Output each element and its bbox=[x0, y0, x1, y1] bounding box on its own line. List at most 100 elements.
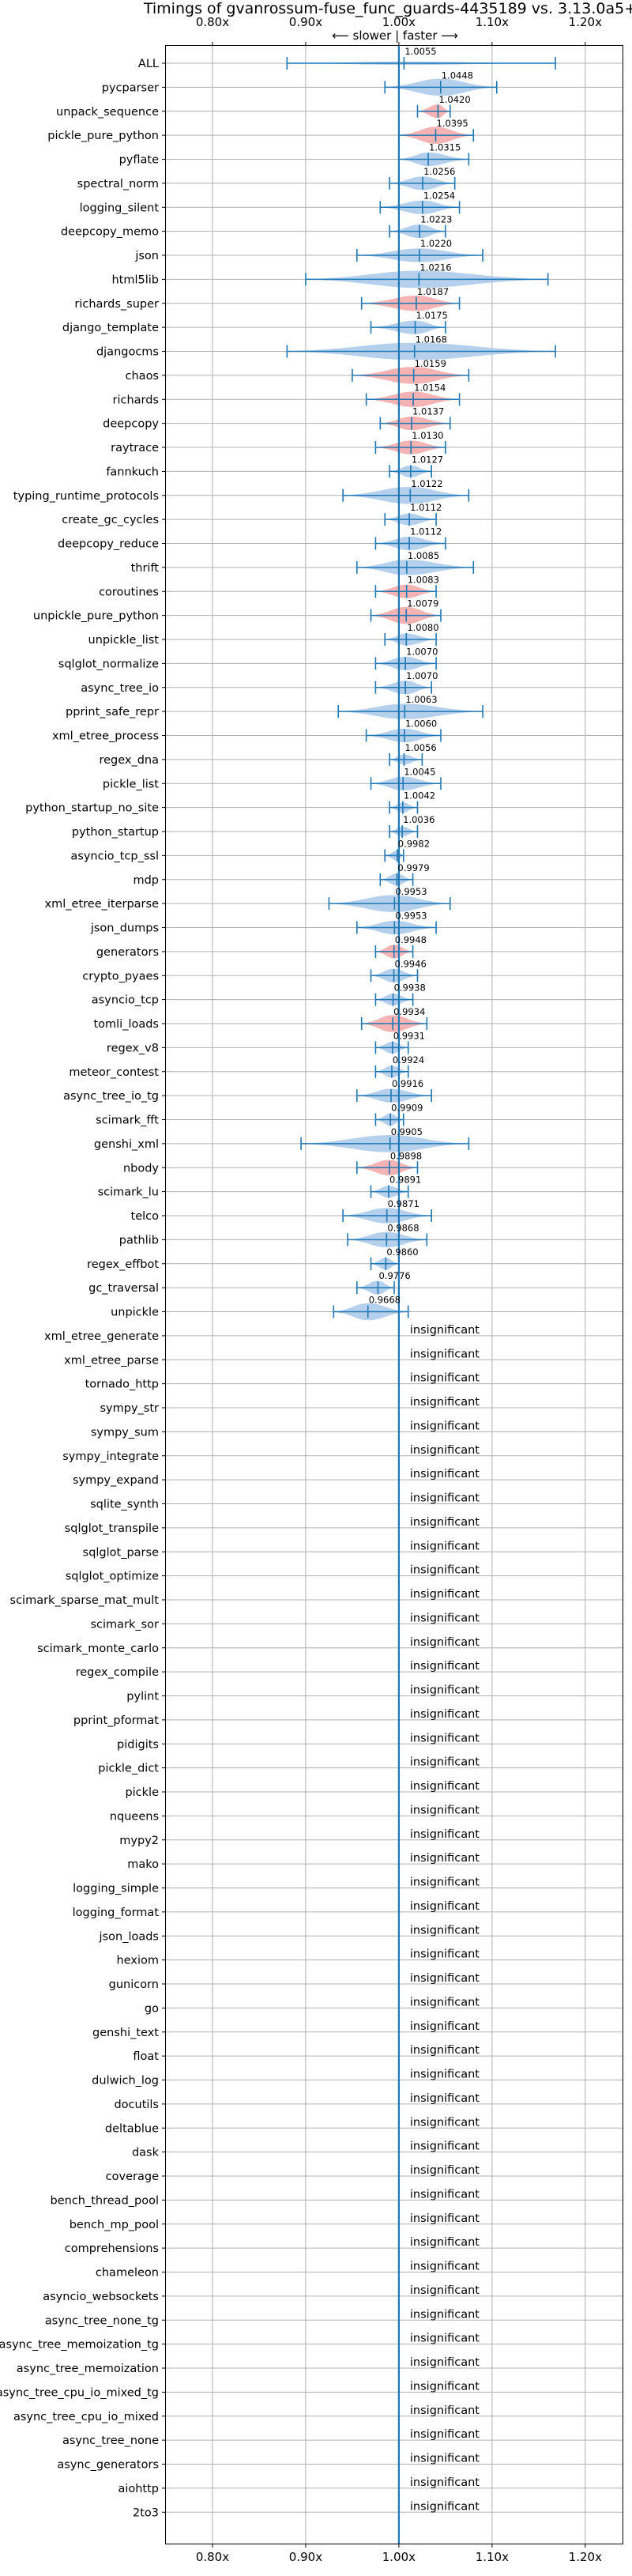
insignificant-label: insignificant bbox=[410, 2476, 480, 2489]
category-label: sqlglot_normalize bbox=[58, 658, 159, 670]
category-label: docutils bbox=[114, 2099, 159, 2111]
category-label: sympy_str bbox=[100, 1402, 160, 1415]
category-label: json bbox=[134, 250, 159, 262]
value-label: 1.0254 bbox=[423, 190, 455, 201]
insignificant-label: insignificant bbox=[410, 1780, 480, 1793]
category-label: richards_super bbox=[74, 298, 159, 311]
category-label: fannkuch bbox=[106, 466, 159, 478]
x-tick-label-top: 0.90x bbox=[289, 15, 322, 29]
category-label: raytrace bbox=[111, 442, 159, 454]
value-label: 1.0083 bbox=[408, 574, 439, 585]
category-label: scimark_monte_carlo bbox=[37, 1643, 159, 1655]
category-label: async_tree_none bbox=[62, 2435, 159, 2447]
category-label: pycparser bbox=[102, 81, 159, 94]
value-label: 1.0042 bbox=[404, 790, 435, 801]
error-bars bbox=[286, 46, 556, 2544]
value-label: 1.0130 bbox=[412, 430, 443, 441]
insignificant-label: insignificant bbox=[410, 2188, 480, 2201]
category-label: json_dumps bbox=[90, 922, 159, 935]
category-label: aiohttp bbox=[118, 2483, 159, 2495]
category-label: async_generators bbox=[57, 2459, 159, 2472]
category-label: deltablue bbox=[105, 2122, 159, 2135]
insignificant-label: insignificant bbox=[410, 2380, 480, 2393]
category-label: create_gc_cycles bbox=[62, 514, 159, 526]
value-label: 0.9953 bbox=[395, 911, 427, 922]
category-label: coroutines bbox=[99, 586, 159, 598]
category-label: regex_compile bbox=[76, 1666, 159, 1679]
value-label: 0.9871 bbox=[388, 1198, 419, 1209]
value-label: 0.9668 bbox=[369, 1295, 401, 1306]
category-label: chameleon bbox=[96, 2267, 159, 2280]
category-label: pyflate bbox=[119, 154, 159, 167]
category-label: unpickle_list bbox=[88, 634, 160, 647]
value-label: 1.0112 bbox=[410, 502, 442, 513]
insignificant-label: insignificant bbox=[410, 2164, 480, 2177]
category-label: nbody bbox=[123, 1162, 159, 1175]
category-label: pickle_list bbox=[103, 778, 159, 790]
category-label: mypy2 bbox=[119, 1835, 159, 1847]
category-label: sqlglot_parse bbox=[83, 1546, 159, 1559]
insignificant-label: insignificant bbox=[410, 1660, 480, 1673]
category-label: genshi_text bbox=[92, 2027, 159, 2039]
category-label: python_startup_no_site bbox=[25, 802, 159, 815]
category-label: sqlglot_optimize bbox=[66, 1571, 159, 1583]
value-label: 1.0420 bbox=[438, 94, 470, 105]
category-label: xml_etree_process bbox=[52, 730, 159, 743]
category-label: logging_format bbox=[73, 1907, 160, 1919]
value-label: 0.9924 bbox=[393, 1054, 424, 1065]
category-label: async_tree_cpu_io_mixed bbox=[13, 2411, 159, 2423]
category-label: tomli_loads bbox=[93, 1018, 159, 1031]
category-label: gunicorn bbox=[109, 1978, 159, 1991]
value-label: 1.0127 bbox=[412, 454, 443, 465]
value-label: 1.0223 bbox=[420, 214, 452, 225]
insignificant-label: insignificant bbox=[410, 1876, 480, 1889]
chart-title: Timings of gvanrossum-fuse_func_guards-4… bbox=[143, 0, 632, 17]
insignificant-label: insignificant bbox=[410, 1828, 480, 1841]
value-label: 1.0448 bbox=[442, 70, 473, 81]
x-tick-label-bottom: 0.90x bbox=[289, 2550, 322, 2564]
category-label: unpack_sequence bbox=[56, 106, 159, 119]
category-label: async_tree_cpu_io_mixed_tg bbox=[0, 2386, 159, 2399]
insignificant-label: insignificant bbox=[410, 2092, 480, 2105]
insignificant-label: insignificant bbox=[410, 2284, 480, 2297]
value-label: 0.9979 bbox=[397, 862, 429, 873]
value-label: 0.9916 bbox=[392, 1078, 423, 1089]
insignificant-label: insignificant bbox=[410, 2116, 480, 2129]
category-label: xml_etree_parse bbox=[64, 1354, 159, 1367]
value-label: 0.9905 bbox=[391, 1126, 423, 1137]
value-label: 1.0315 bbox=[429, 142, 461, 153]
insignificant-label: insignificant bbox=[410, 2069, 480, 2081]
insignificant-label: insignificant bbox=[410, 1924, 480, 1937]
category-label: regex_v8 bbox=[107, 1042, 159, 1054]
category-label: deepcopy_reduce bbox=[58, 538, 159, 551]
insignificant-label: insignificant bbox=[410, 2308, 480, 2321]
category-label: ALL bbox=[138, 58, 159, 70]
insignificant-label: insignificant bbox=[410, 2333, 480, 2345]
value-label: 1.0055 bbox=[404, 46, 436, 57]
plot-frame bbox=[165, 45, 623, 2544]
value-label: 1.0395 bbox=[436, 118, 468, 129]
category-label: nqueens bbox=[110, 1810, 159, 1823]
value-label: 1.0137 bbox=[412, 406, 444, 417]
insignificant-label: insignificant bbox=[410, 2212, 480, 2225]
category-labels: ALL pycparser unpack_sequence pickle_pure_p… bbox=[0, 58, 166, 2519]
category-label: telco bbox=[131, 1210, 160, 1223]
category-label: pprint_pformat bbox=[73, 1714, 159, 1727]
value-label: 1.0085 bbox=[408, 550, 439, 561]
x-ticks: 0.80x 0.80x 0.90x 0.90x 1.00x 1.00x 1.10x 1.10x… bbox=[196, 15, 602, 2564]
category-label: spectral_norm bbox=[77, 178, 159, 190]
insignificant-label: insignificant bbox=[410, 1612, 480, 1624]
x-tick-label-bottom: 1.00x bbox=[382, 2550, 416, 2564]
value-label: 0.9946 bbox=[395, 958, 427, 969]
category-label: sympy_integrate bbox=[62, 1450, 159, 1463]
insignificant-label: insignificant bbox=[410, 1468, 480, 1480]
insignificant-label: insignificant bbox=[410, 1948, 480, 1961]
category-label: chaos bbox=[126, 370, 159, 383]
insignificant-label: insignificant bbox=[410, 2428, 480, 2441]
value-label: 0.9898 bbox=[390, 1150, 422, 1161]
category-label: mdp bbox=[133, 874, 159, 887]
category-label: pathlib bbox=[119, 1234, 159, 1247]
insignificant-label: insignificant bbox=[410, 1732, 480, 1744]
insignificant-label: insignificant bbox=[410, 2140, 480, 2153]
insignificant-label: insignificant bbox=[410, 1396, 480, 1409]
